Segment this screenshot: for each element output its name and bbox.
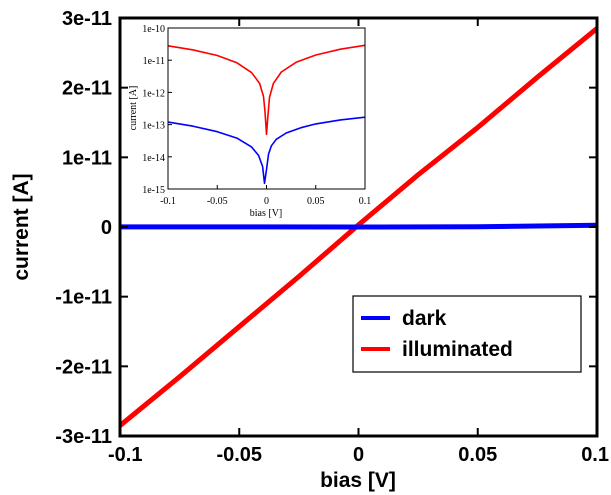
y-tick-label: -1e-11 <box>55 287 112 309</box>
inset-x-axis-title: bias [V] <box>250 208 283 219</box>
inset-ticks-layer: -0.1 -0.05 0 0.05 0.1 1e-10 1e-11 1e-12 1e-13 1e-… <box>142 24 371 207</box>
x-tick-label: -0.1 <box>108 444 142 466</box>
y-tick-label: 1e-11 <box>62 147 112 169</box>
series-line-dark <box>120 222 598 230</box>
inset-series-line-0 <box>167 44 366 136</box>
inset-x-tick-label: 0 <box>264 196 269 207</box>
inset-y-tick-label: 1e-15 <box>142 185 165 196</box>
inset-x-tick-label: 0.1 <box>359 196 372 207</box>
x-axis-title: bias [V] <box>320 469 396 492</box>
inset-y-tick-label: 1e-10 <box>142 24 165 35</box>
x-tick-label: 0.1 <box>581 444 609 466</box>
inset-series-layer <box>167 44 366 185</box>
inset-y-tick-label: 1e-12 <box>142 88 165 99</box>
inset-x-tick-label: -0.1 <box>160 196 176 207</box>
y-tick-label: 0 <box>101 217 112 239</box>
legend-label-illuminated: illuminated <box>402 338 513 361</box>
y-tick-label: 2e-11 <box>62 78 112 100</box>
inset-y-tick-label: 1e-11 <box>143 56 165 67</box>
main-ticks-layer: -0.1 -0.05 0 0.05 0.1 3e-11 2e-11 1e-11 0 -1e-11 -… <box>55 8 609 466</box>
main-series-layer <box>118 26 599 428</box>
inset-background <box>161 26 366 188</box>
x-tick-label: 0 <box>353 444 364 466</box>
y-axis-title: current [A] <box>10 173 33 280</box>
inset-y-tick-label: 1e-13 <box>142 121 165 132</box>
legend-label-dark: dark <box>402 307 447 330</box>
legend: dark illuminated <box>352 295 582 373</box>
y-tick-label: -2e-11 <box>55 356 112 378</box>
legend-box <box>352 295 582 373</box>
inset-chart: -0.1 -0.05 0 0.05 0.1 1e-10 1e-11 1e-12 1e-13 1e-… <box>128 24 371 219</box>
inset-x-tick-label: -0.05 <box>207 196 228 207</box>
inset-series-line-1 <box>167 116 366 185</box>
inset-x-tick-label: 0.05 <box>307 196 325 207</box>
inset-y-axis-title: current [A] <box>128 86 139 131</box>
y-tick-label: 3e-11 <box>62 8 112 30</box>
inset-y-tick-label: 1e-14 <box>142 153 165 164</box>
x-tick-label: -0.05 <box>216 444 262 466</box>
y-tick-label: -3e-11 <box>55 426 112 448</box>
x-tick-label: 0.05 <box>458 444 497 466</box>
